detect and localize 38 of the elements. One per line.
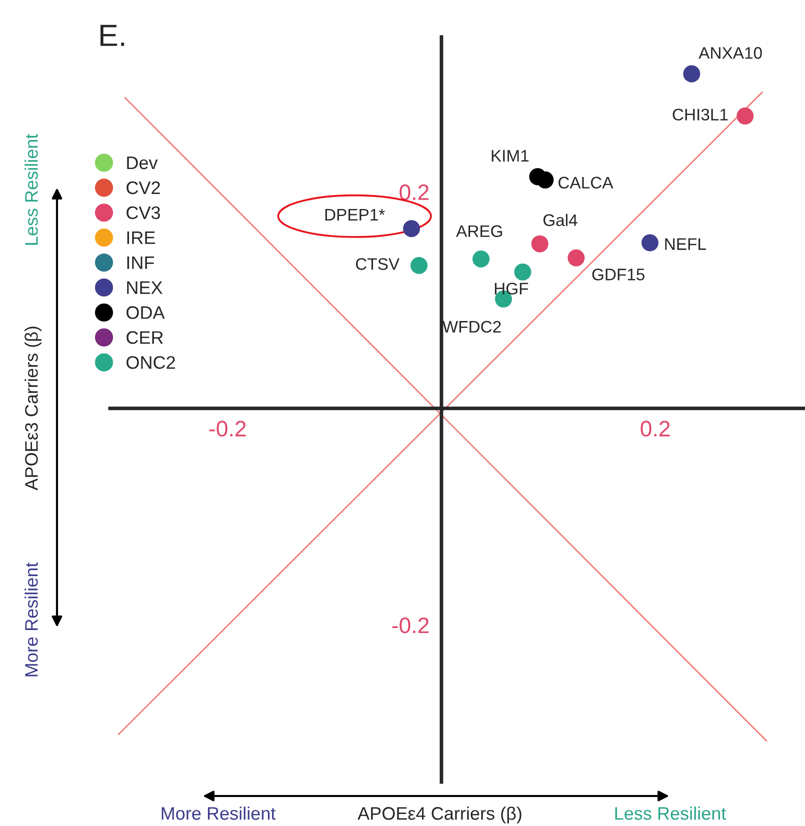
annotation: CALCA bbox=[558, 176, 614, 189]
annotation: WFDC2 bbox=[442, 320, 501, 333]
text: More Resilient bbox=[162, 806, 276, 820]
y-axis-title: APOEε3 Carriers (β) bbox=[24, 326, 42, 490]
text: Less Resilient bbox=[615, 806, 726, 820]
point bbox=[641, 234, 658, 252]
annotation: NEFL bbox=[665, 238, 706, 250]
chart-title: E. bbox=[100, 24, 124, 46]
point bbox=[410, 256, 428, 274]
point bbox=[531, 235, 548, 252]
point bbox=[403, 220, 420, 238]
point bbox=[683, 65, 700, 82]
legend-label: INF bbox=[127, 256, 154, 269]
point bbox=[472, 250, 490, 268]
legend-label: Dev bbox=[127, 156, 158, 170]
annotation: CHI3L1 bbox=[672, 108, 728, 121]
legend-label: ONC2 bbox=[126, 356, 175, 369]
annotation: DPEP1* bbox=[325, 209, 385, 220]
legend-label: CV3 bbox=[126, 206, 160, 220]
point bbox=[736, 108, 754, 125]
annotation: GDF15 bbox=[592, 268, 644, 280]
point bbox=[514, 263, 532, 280]
annotation: Gal4 bbox=[543, 214, 578, 226]
annotation: ANXA10 bbox=[698, 47, 762, 59]
legend-label: IRE bbox=[127, 232, 155, 244]
legend-label: CER bbox=[126, 331, 163, 344]
text: More Resilient bbox=[24, 562, 38, 676]
legend-label: NEX bbox=[127, 281, 162, 294]
annotation: KIM1 bbox=[492, 150, 529, 162]
text: Less Resilient bbox=[24, 134, 38, 245]
annotation: AREG bbox=[456, 225, 502, 238]
legend-label: CV2 bbox=[126, 181, 160, 194]
annotation: CTSV bbox=[356, 258, 400, 270]
x-axis-title: APOEε4 Carriers (β) bbox=[358, 806, 522, 824]
annotation: HGF bbox=[494, 282, 528, 295]
point bbox=[536, 171, 554, 188]
point bbox=[568, 249, 585, 266]
legend-label: ODA bbox=[126, 306, 165, 319]
